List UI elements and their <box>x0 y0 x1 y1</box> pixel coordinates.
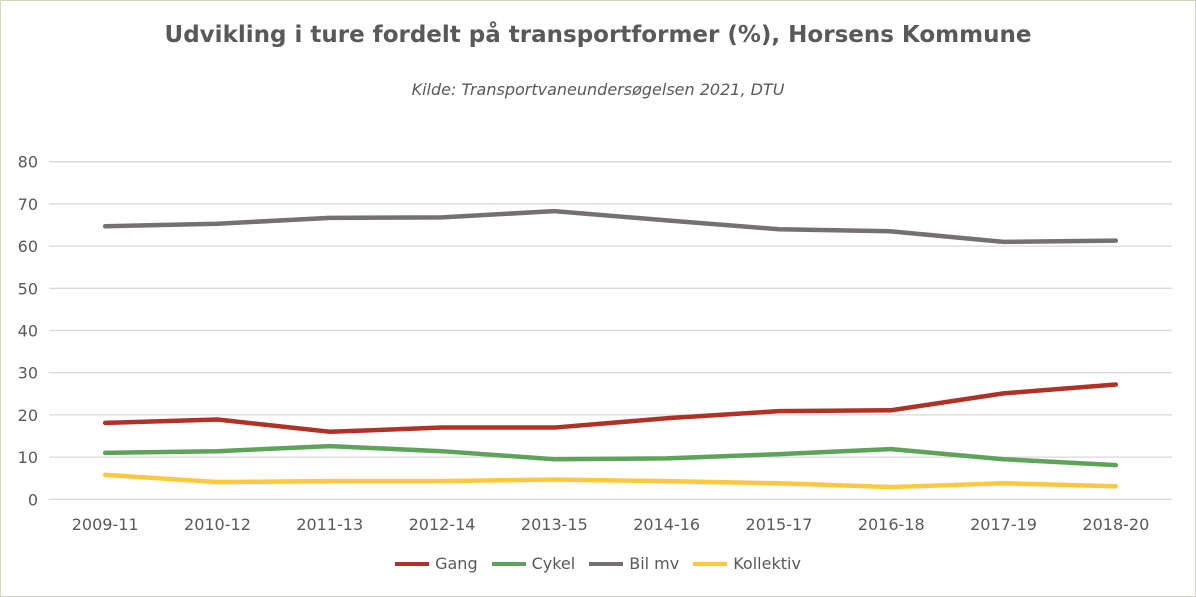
x-tick-label: 2012-14 <box>409 515 476 534</box>
y-tick-label: 70 <box>18 195 38 214</box>
legend-swatch <box>589 561 624 566</box>
y-tick-label: 0 <box>28 490 38 509</box>
legend-item: Gang <box>395 554 478 573</box>
legend-swatch <box>395 561 430 566</box>
y-tick-label: 30 <box>18 364 38 383</box>
x-tick-label: 2009-11 <box>72 515 139 534</box>
x-tick-label: 2013-15 <box>521 515 588 534</box>
legend-label: Gang <box>435 554 478 573</box>
legend-label: Bil mv <box>629 554 680 573</box>
x-tick-label: 2016-18 <box>858 515 925 534</box>
x-tick-label: 2010-12 <box>184 515 251 534</box>
legend-swatch <box>693 561 728 566</box>
y-tick-label: 20 <box>18 406 38 425</box>
y-tick-label: 40 <box>18 322 38 341</box>
y-tick-label: 50 <box>18 279 38 298</box>
legend-item: Cykel <box>491 554 576 573</box>
chart-title: Udvikling i ture fordelt på transportfor… <box>164 22 1032 48</box>
x-tick-label: 2014-16 <box>633 515 700 534</box>
x-tick-label: 2017-19 <box>970 515 1037 534</box>
legend-item: Kollektiv <box>693 554 801 573</box>
y-tick-label: 60 <box>18 237 38 256</box>
series-line-cykel <box>102 443 1119 468</box>
x-tick-label: 2011-13 <box>296 515 363 534</box>
chart-subtitle: Kilde: Transportvaneundersøgelsen 2021, … <box>411 80 785 99</box>
series-line-gang <box>102 382 1119 435</box>
x-tick-label: 2015-17 <box>746 515 813 534</box>
y-tick-label: 80 <box>18 153 38 172</box>
legend-swatch <box>491 561 526 566</box>
y-tick-label: 10 <box>18 448 38 467</box>
legend-label: Cykel <box>531 554 576 573</box>
legend-item: Bil mv <box>589 554 679 573</box>
series-line-kollektiv <box>102 472 1119 490</box>
legend-label: Kollektiv <box>733 554 801 573</box>
x-tick-label: 2018-20 <box>1082 515 1149 534</box>
legend: Gang Cykel Bil mv Kollektiv <box>0 554 1196 573</box>
series-line-bil-mv <box>102 208 1119 245</box>
